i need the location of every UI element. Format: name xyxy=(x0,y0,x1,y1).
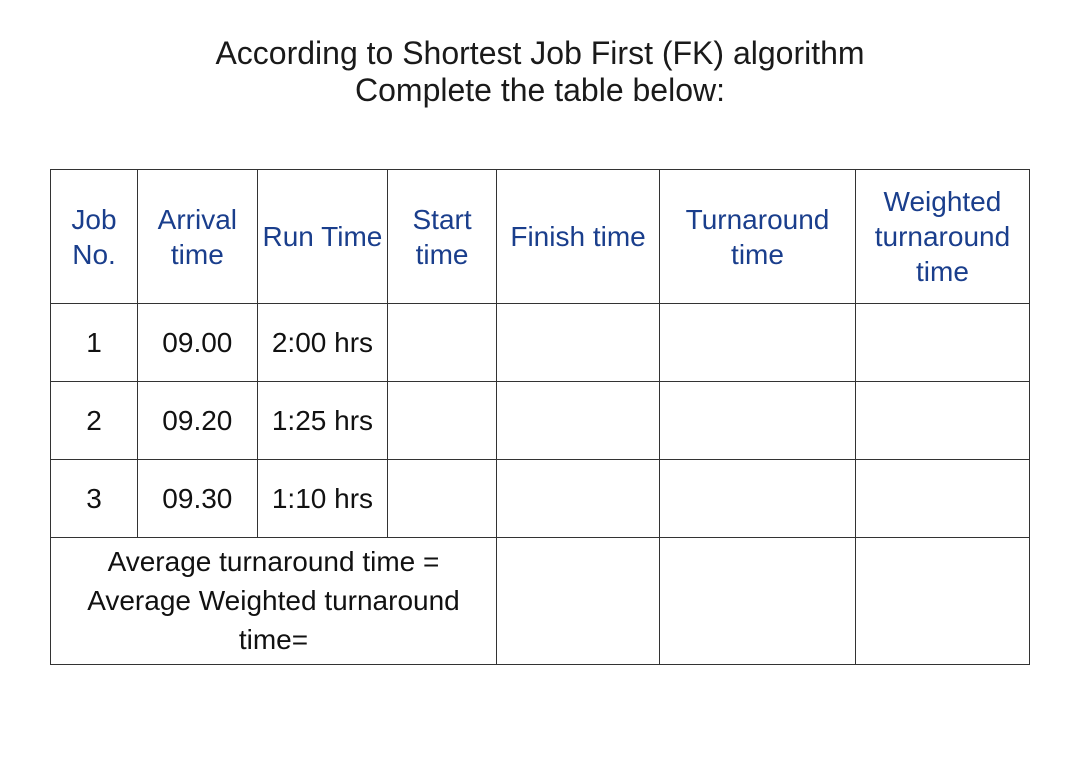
th-run: Run Time xyxy=(257,170,388,304)
cell-start xyxy=(388,304,497,382)
table-row: 3 09.30 1:10 hrs xyxy=(51,460,1030,538)
table-row: 2 09.20 1:25 hrs xyxy=(51,382,1030,460)
cell-turnaround xyxy=(660,460,856,538)
title-area: According to Shortest Job First (FK) alg… xyxy=(50,35,1030,109)
th-weighted-ta: Weighted turnaround time xyxy=(855,170,1029,304)
th-finish: Finish time xyxy=(496,170,659,304)
footer-left-cell: Average turnaround time = Average Weight… xyxy=(51,538,497,665)
footer-finish-cell xyxy=(496,538,659,665)
header-row: Job No. Arrival time Run Time Start time… xyxy=(51,170,1030,304)
table-row: 1 09.00 2:00 hrs xyxy=(51,304,1030,382)
cell-start xyxy=(388,382,497,460)
cell-arrival: 09.30 xyxy=(138,460,258,538)
footer-row: Average turnaround time = Average Weight… xyxy=(51,538,1030,665)
cell-job-no: 1 xyxy=(51,304,138,382)
title-line-1: According to Shortest Job First (FK) alg… xyxy=(50,35,1030,72)
cell-start xyxy=(388,460,497,538)
cell-job-no: 2 xyxy=(51,382,138,460)
table-container: Job No. Arrival time Run Time Start time… xyxy=(50,169,1030,665)
cell-arrival: 09.20 xyxy=(138,382,258,460)
cell-turnaround xyxy=(660,382,856,460)
cell-finish xyxy=(496,304,659,382)
cell-weighted-ta xyxy=(855,304,1029,382)
cell-job-no: 3 xyxy=(51,460,138,538)
cell-run: 2:00 hrs xyxy=(257,304,388,382)
avg-weighted-turnaround-label: Average Weighted turnaround time= xyxy=(53,581,494,659)
th-job-no: Job No. xyxy=(51,170,138,304)
th-arrival: Arrival time xyxy=(138,170,258,304)
table-body: 1 09.00 2:00 hrs 2 09.20 1:25 hrs 3 09.3… xyxy=(51,304,1030,665)
cell-arrival: 09.00 xyxy=(138,304,258,382)
cell-turnaround xyxy=(660,304,856,382)
th-turnaround: Turnaround time xyxy=(660,170,856,304)
footer-wta-cell xyxy=(855,538,1029,665)
title-line-2: Complete the table below: xyxy=(50,72,1030,109)
cell-finish xyxy=(496,382,659,460)
cell-run: 1:10 hrs xyxy=(257,460,388,538)
footer-ta-cell xyxy=(660,538,856,665)
cell-weighted-ta xyxy=(855,382,1029,460)
cell-finish xyxy=(496,460,659,538)
avg-turnaround-label: Average turnaround time = xyxy=(53,542,494,581)
cell-weighted-ta xyxy=(855,460,1029,538)
cell-run: 1:25 hrs xyxy=(257,382,388,460)
table-head: Job No. Arrival time Run Time Start time… xyxy=(51,170,1030,304)
th-start: Start time xyxy=(388,170,497,304)
sjf-table: Job No. Arrival time Run Time Start time… xyxy=(50,169,1030,665)
